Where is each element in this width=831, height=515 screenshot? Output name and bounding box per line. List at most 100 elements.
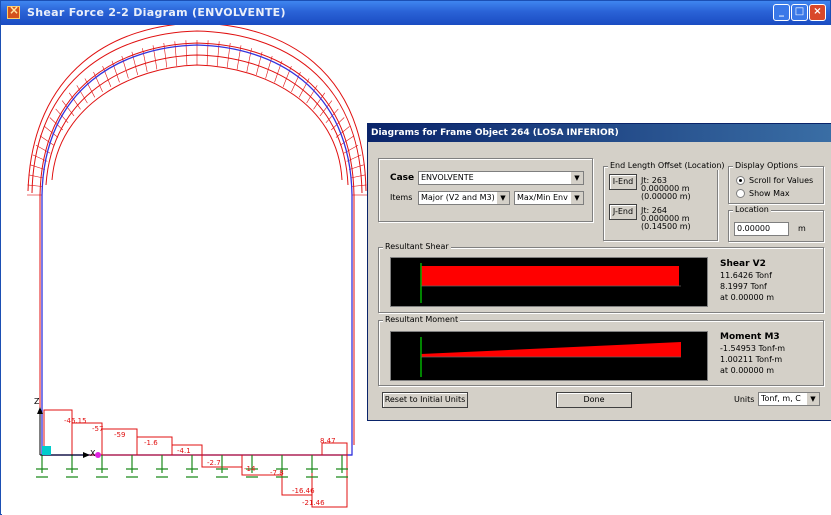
diagram-value-label: -59 [114, 431, 126, 439]
hatch-line [30, 164, 46, 170]
maximize-button[interactable]: □ [791, 4, 808, 21]
envelope-select[interactable]: Max/Min Env ▼ [514, 191, 584, 205]
hatch-line [282, 65, 292, 88]
show-max-radio[interactable] [736, 189, 745, 198]
hatch-line [350, 174, 366, 179]
title-bar[interactable]: Shear Force 2-2 Diagram (ENVOLVENTE) _ □… [1, 1, 830, 25]
shear-at: at 0.00000 m [720, 293, 774, 302]
hatch-line [335, 126, 350, 138]
moment-plot[interactable] [390, 331, 708, 381]
items-select[interactable]: Major (V2 and M3) ▼ [418, 191, 510, 205]
scroll-for-values-radio[interactable] [736, 176, 745, 185]
resultant-moment-title: Resultant Moment [383, 315, 461, 324]
support-symbol [276, 455, 288, 478]
support-symbol [66, 455, 78, 478]
resultant-moment-group: Resultant Moment [378, 315, 824, 386]
location-group: Location [728, 205, 824, 242]
supports [36, 455, 348, 478]
shear-max: 11.6426 Tonf [720, 271, 772, 280]
resultant-shear-group: Resultant Shear [378, 242, 824, 313]
scroll-for-values-label: Scroll for Values [749, 176, 814, 185]
diagram-value-label: -57 [92, 425, 104, 433]
diagram-value-label: -14 [244, 465, 256, 473]
hatch-line [142, 48, 148, 72]
window-title: Shear Force 2-2 Diagram (ENVOLVENTE) [27, 6, 286, 19]
hatch-line [185, 40, 188, 66]
app-icon[interactable] [7, 3, 20, 19]
hatch-line [102, 65, 112, 88]
support-symbol [186, 455, 198, 478]
diagram-value-label: -16.46 [292, 487, 315, 495]
support-symbol [216, 455, 228, 478]
j-end-offset: 0.000000 m [641, 214, 690, 223]
i-end-offset: 0.000000 m [641, 184, 690, 193]
diagram-value-label: -1.6 [144, 439, 158, 447]
j-end-joint: Jt: 264 [641, 206, 668, 215]
case-group [378, 158, 593, 222]
i-end-button[interactable]: I-End [609, 174, 637, 190]
hatch-line [274, 60, 283, 83]
hatch-line [226, 42, 231, 68]
hatch-line [84, 78, 96, 98]
display-options-title: Display Options [733, 161, 800, 170]
items-label: Items [390, 193, 413, 202]
hatch-line [163, 42, 168, 68]
hatch-line [351, 184, 367, 187]
chevron-down-icon: ▼ [496, 192, 509, 204]
hatch-line [216, 41, 220, 67]
envelope-value: Max/Min Env [517, 193, 568, 202]
support-symbol [306, 455, 318, 478]
close-button[interactable]: × [809, 4, 826, 21]
support-symbol [246, 455, 258, 478]
hatch-line [313, 92, 326, 110]
chevron-down-icon: ▼ [806, 393, 819, 405]
location-title: Location [733, 205, 771, 214]
location-input[interactable]: 0.00000 [734, 222, 789, 236]
axis-label-x: X [90, 449, 96, 458]
hatch-line [348, 164, 364, 170]
units-label: Units [734, 395, 755, 404]
hatch-line [131, 51, 138, 75]
chevron-down-icon: ▼ [570, 172, 583, 184]
i-end-location: (0.00000 m) [641, 192, 691, 201]
diagram-value-label: -21.46 [302, 499, 325, 507]
items-value: Major (V2 and M3) [421, 193, 495, 202]
diagram-value-label: -46.15 [64, 417, 87, 425]
diagram-value-label: 8.47 [320, 437, 336, 445]
chevron-down-icon: ▼ [570, 192, 583, 204]
minimize-button[interactable]: _ [773, 4, 790, 21]
end-offset-title: End Length Offset (Location) [608, 161, 727, 170]
shear-plot[interactable] [390, 257, 708, 307]
units-select[interactable]: Tonf, m, C ▼ [758, 392, 820, 406]
diagram-value-label: -7.8 [270, 469, 284, 477]
hatch-line [174, 41, 178, 67]
hatch-line [49, 117, 64, 131]
support-symbol [156, 455, 168, 478]
hatch-line [236, 45, 242, 70]
hatch-line [291, 71, 301, 93]
diagram-value-label: -4.1 [177, 447, 191, 455]
hatch-line [340, 135, 355, 146]
shear-plot-graphic [420, 263, 681, 303]
shear-envelope-hatching [27, 40, 367, 196]
hatch-line [298, 78, 310, 98]
support-symbol [96, 455, 108, 478]
axes-indicator [37, 407, 101, 458]
diagram-value-label: -2.7 [207, 459, 221, 467]
moment-min: 1.00211 Tonf-m [720, 355, 783, 364]
done-button[interactable]: Done [556, 392, 632, 408]
hatch-line [61, 100, 75, 117]
hatch-line [152, 45, 158, 70]
hatch-line [39, 135, 54, 146]
hatch-line [121, 55, 129, 79]
hatch-line [28, 174, 44, 179]
hatch-line [319, 100, 333, 117]
case-select[interactable]: ENVOLVENTE ▼ [418, 171, 584, 185]
j-end-button[interactable]: J-End [609, 204, 637, 220]
dialog-title[interactable]: Diagrams for Frame Object 264 (LOSA INFE… [368, 124, 831, 142]
moment-heading: Moment M3 [720, 332, 780, 342]
case-label: Case [390, 173, 415, 183]
reset-units-button[interactable]: Reset to Initial Units [382, 392, 468, 408]
hatch-line [76, 85, 88, 104]
